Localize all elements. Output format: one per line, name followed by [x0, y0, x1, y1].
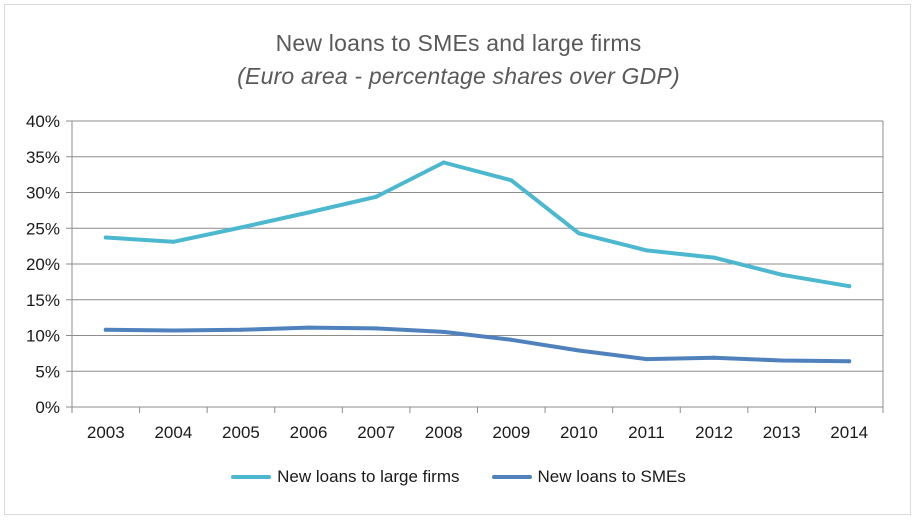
- x-tick-label: 2007: [357, 423, 395, 442]
- data-point-series-0-9: [712, 255, 717, 260]
- data-point-series-1-3: [306, 325, 311, 330]
- data-point-series-0-1: [171, 239, 176, 244]
- x-tick-label: 2006: [290, 423, 328, 442]
- chart-title: New loans to SMEs and large firms: [275, 30, 642, 56]
- legend-item-smes: New loans to SMEs: [491, 467, 686, 487]
- x-tick-label: 2013: [763, 423, 801, 442]
- data-point-series-1-11: [847, 359, 852, 364]
- x-tick-label: 2004: [154, 423, 192, 442]
- data-point-series-0-0: [103, 235, 108, 240]
- x-tick-label: 2005: [222, 423, 260, 442]
- legend-label-smes: New loans to SMEs: [537, 467, 686, 486]
- y-tick-label: 0%: [35, 398, 60, 417]
- x-tick-label: 2003: [87, 423, 125, 442]
- y-tick-label: 40%: [26, 112, 60, 131]
- data-point-series-1-5: [441, 329, 446, 334]
- data-point-series-0-7: [576, 231, 581, 236]
- data-point-series-1-7: [576, 348, 581, 353]
- data-point-series-1-1: [171, 328, 176, 333]
- series-line-0: [103, 160, 852, 289]
- x-tick-label: 2012: [695, 423, 733, 442]
- data-point-series-0-8: [644, 248, 649, 253]
- series-line-1: [103, 325, 852, 364]
- x-tick-label: 2008: [425, 423, 463, 442]
- y-tick-label: 5%: [35, 362, 60, 381]
- data-point-series-1-9: [712, 355, 717, 360]
- legend-item-large-firms: New loans to large firms: [231, 467, 460, 487]
- data-point-series-0-6: [509, 178, 514, 183]
- data-point-series-1-10: [779, 358, 784, 363]
- y-tick-label: 20%: [26, 255, 60, 274]
- data-point-series-1-2: [238, 327, 243, 332]
- data-point-series-0-4: [374, 194, 379, 199]
- data-point-series-0-10: [779, 272, 784, 277]
- legend-swatch-smes: [491, 475, 532, 479]
- data-point-series-1-4: [374, 326, 379, 331]
- data-point-series-1-6: [509, 337, 514, 342]
- y-tick-label: 35%: [26, 148, 60, 167]
- data-point-series-0-2: [238, 225, 243, 230]
- legend-label-large-firms: New loans to large firms: [277, 467, 460, 486]
- chart-legend: New loans to large firms New loans to SM…: [0, 467, 917, 487]
- data-point-series-1-8: [644, 357, 649, 362]
- x-tick-label: 2011: [628, 423, 665, 442]
- y-tick-label: 30%: [26, 184, 60, 203]
- y-tick-label: 10%: [26, 327, 60, 346]
- data-point-series-0-5: [441, 160, 446, 165]
- data-point-series-1-0: [103, 327, 108, 332]
- x-tick-label: 2010: [560, 423, 598, 442]
- data-point-series-0-11: [847, 284, 852, 289]
- x-tick-label: 2014: [830, 423, 868, 442]
- y-tick-label: 25%: [26, 219, 60, 238]
- chart-frame: [4, 4, 911, 515]
- y-tick-label: 15%: [26, 291, 60, 310]
- legend-swatch-large-firms: [231, 475, 272, 479]
- data-point-series-0-3: [306, 210, 311, 215]
- x-tick-label: 2009: [492, 423, 530, 442]
- chart-subtitle: (Euro area - percentage shares over GDP): [237, 63, 680, 89]
